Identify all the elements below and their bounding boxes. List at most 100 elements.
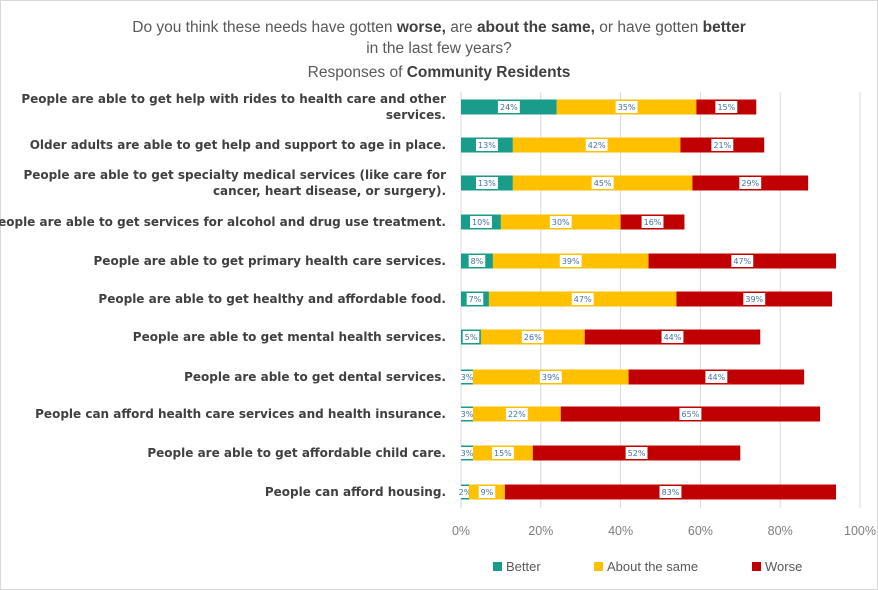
legend-label: Better (506, 559, 541, 574)
chart-title-run: worse, (396, 19, 446, 36)
data-label-bg (731, 255, 754, 267)
legend-swatch (594, 562, 603, 571)
data-label-bg (458, 408, 476, 420)
category-label: Older adults are able to get help and su… (30, 138, 446, 152)
data-label-bg (497, 101, 520, 113)
category-label: People can afford housing. (265, 485, 446, 499)
category-label: services. (386, 108, 446, 122)
data-label-bg (705, 371, 728, 383)
legend-swatch (752, 562, 761, 571)
chart-title-line: Responses of Community Residents (0, 63, 878, 83)
data-label-bg (559, 255, 582, 267)
data-label: 47% (574, 295, 592, 304)
category-label: People are able to get mental health ser… (133, 330, 446, 344)
data-label-bg (521, 331, 544, 343)
data-label: 24% (500, 103, 518, 112)
x-tick-label: 80% (768, 524, 793, 538)
data-label-bg (475, 139, 498, 151)
data-label: 39% (562, 257, 580, 266)
data-label-bg (478, 486, 496, 498)
data-label-bg (585, 139, 608, 151)
data-label-bg (641, 216, 664, 228)
x-tick-label: 0% (452, 524, 470, 538)
data-label: 35% (618, 103, 636, 112)
chart-title-run: or have gotten (594, 19, 703, 36)
data-label: 5% (465, 333, 478, 342)
data-label: 7% (469, 295, 482, 304)
data-label: 8% (471, 257, 484, 266)
x-tick-label: 100% (844, 524, 876, 538)
data-label-bg (458, 447, 476, 459)
chart-title-line: in the last few years? (0, 39, 878, 59)
data-label-bg (539, 371, 562, 383)
data-label-bg (715, 101, 738, 113)
x-tick-label: 40% (608, 524, 633, 538)
data-label: 10% (472, 218, 490, 227)
data-label: 52% (628, 449, 646, 458)
data-label: 9% (481, 488, 494, 497)
data-label-bg (466, 293, 484, 305)
data-label: 16% (644, 218, 662, 227)
x-tick-label: 60% (688, 524, 713, 538)
data-label: 21% (713, 141, 731, 150)
legend-label: Worse (765, 559, 802, 574)
data-label: 26% (524, 333, 542, 342)
data-label: 29% (741, 179, 759, 188)
chart-title-run: are (445, 19, 477, 36)
data-label: 2% (459, 488, 472, 497)
data-label: 47% (733, 257, 751, 266)
data-label: 3% (461, 373, 474, 382)
chart-title-run: Community Residents (406, 64, 571, 81)
data-label: 15% (717, 103, 735, 112)
chart-title-line: Do you think these needs have gotten wor… (0, 18, 878, 38)
data-label-bg (571, 293, 594, 305)
data-label-bg (549, 216, 572, 228)
data-label: 45% (594, 179, 612, 188)
data-label-bg (659, 486, 682, 498)
data-label-bg (491, 447, 514, 459)
data-label: 39% (745, 295, 763, 304)
x-tick-label: 20% (528, 524, 553, 538)
category-label: People can afford health care services a… (35, 407, 446, 421)
data-label: 13% (478, 141, 496, 150)
data-label: 30% (552, 218, 570, 227)
data-label: 13% (478, 179, 496, 188)
data-label: 39% (542, 373, 560, 382)
category-label: People are able to get services for alco… (0, 215, 446, 229)
category-label: People are able to get dental services. (184, 370, 446, 384)
data-label: 3% (461, 449, 474, 458)
data-label: 22% (508, 410, 526, 419)
data-label-bg (615, 101, 638, 113)
chart-title-run: about the same, (476, 19, 595, 36)
category-label: People are able to get primary health ca… (94, 254, 446, 268)
data-label-bg (468, 255, 486, 267)
data-label: 42% (588, 141, 606, 150)
chart-title-run: in the last few years? (366, 40, 512, 57)
data-label-bg (462, 331, 480, 343)
data-label-bg (661, 331, 684, 343)
legend-swatch (493, 562, 502, 571)
data-label-bg (743, 293, 766, 305)
data-label: 44% (707, 373, 725, 382)
category-label: People are able to get help with rides t… (21, 92, 446, 106)
category-label: cancer, heart disease, or surgery). (213, 184, 446, 198)
data-label-bg (470, 216, 492, 228)
data-label-bg (679, 408, 702, 420)
data-label: 3% (461, 410, 474, 419)
category-label: People are able to get affordable child … (147, 446, 446, 460)
category-label: People are able to get healthy and affor… (98, 292, 446, 306)
data-label: 44% (664, 333, 682, 342)
data-label-bg (711, 139, 734, 151)
data-label: 15% (494, 449, 512, 458)
data-label-bg (739, 177, 762, 189)
data-label-bg (591, 177, 614, 189)
data-label-bg (458, 371, 476, 383)
chart-title-run: Do you think these needs have gotten (132, 19, 397, 36)
data-label: 65% (682, 410, 700, 419)
chart-title-run: better (702, 19, 746, 36)
data-label-bg (625, 447, 648, 459)
data-label: 83% (662, 488, 680, 497)
data-label-bg (475, 177, 498, 189)
data-label-bg (505, 408, 528, 420)
